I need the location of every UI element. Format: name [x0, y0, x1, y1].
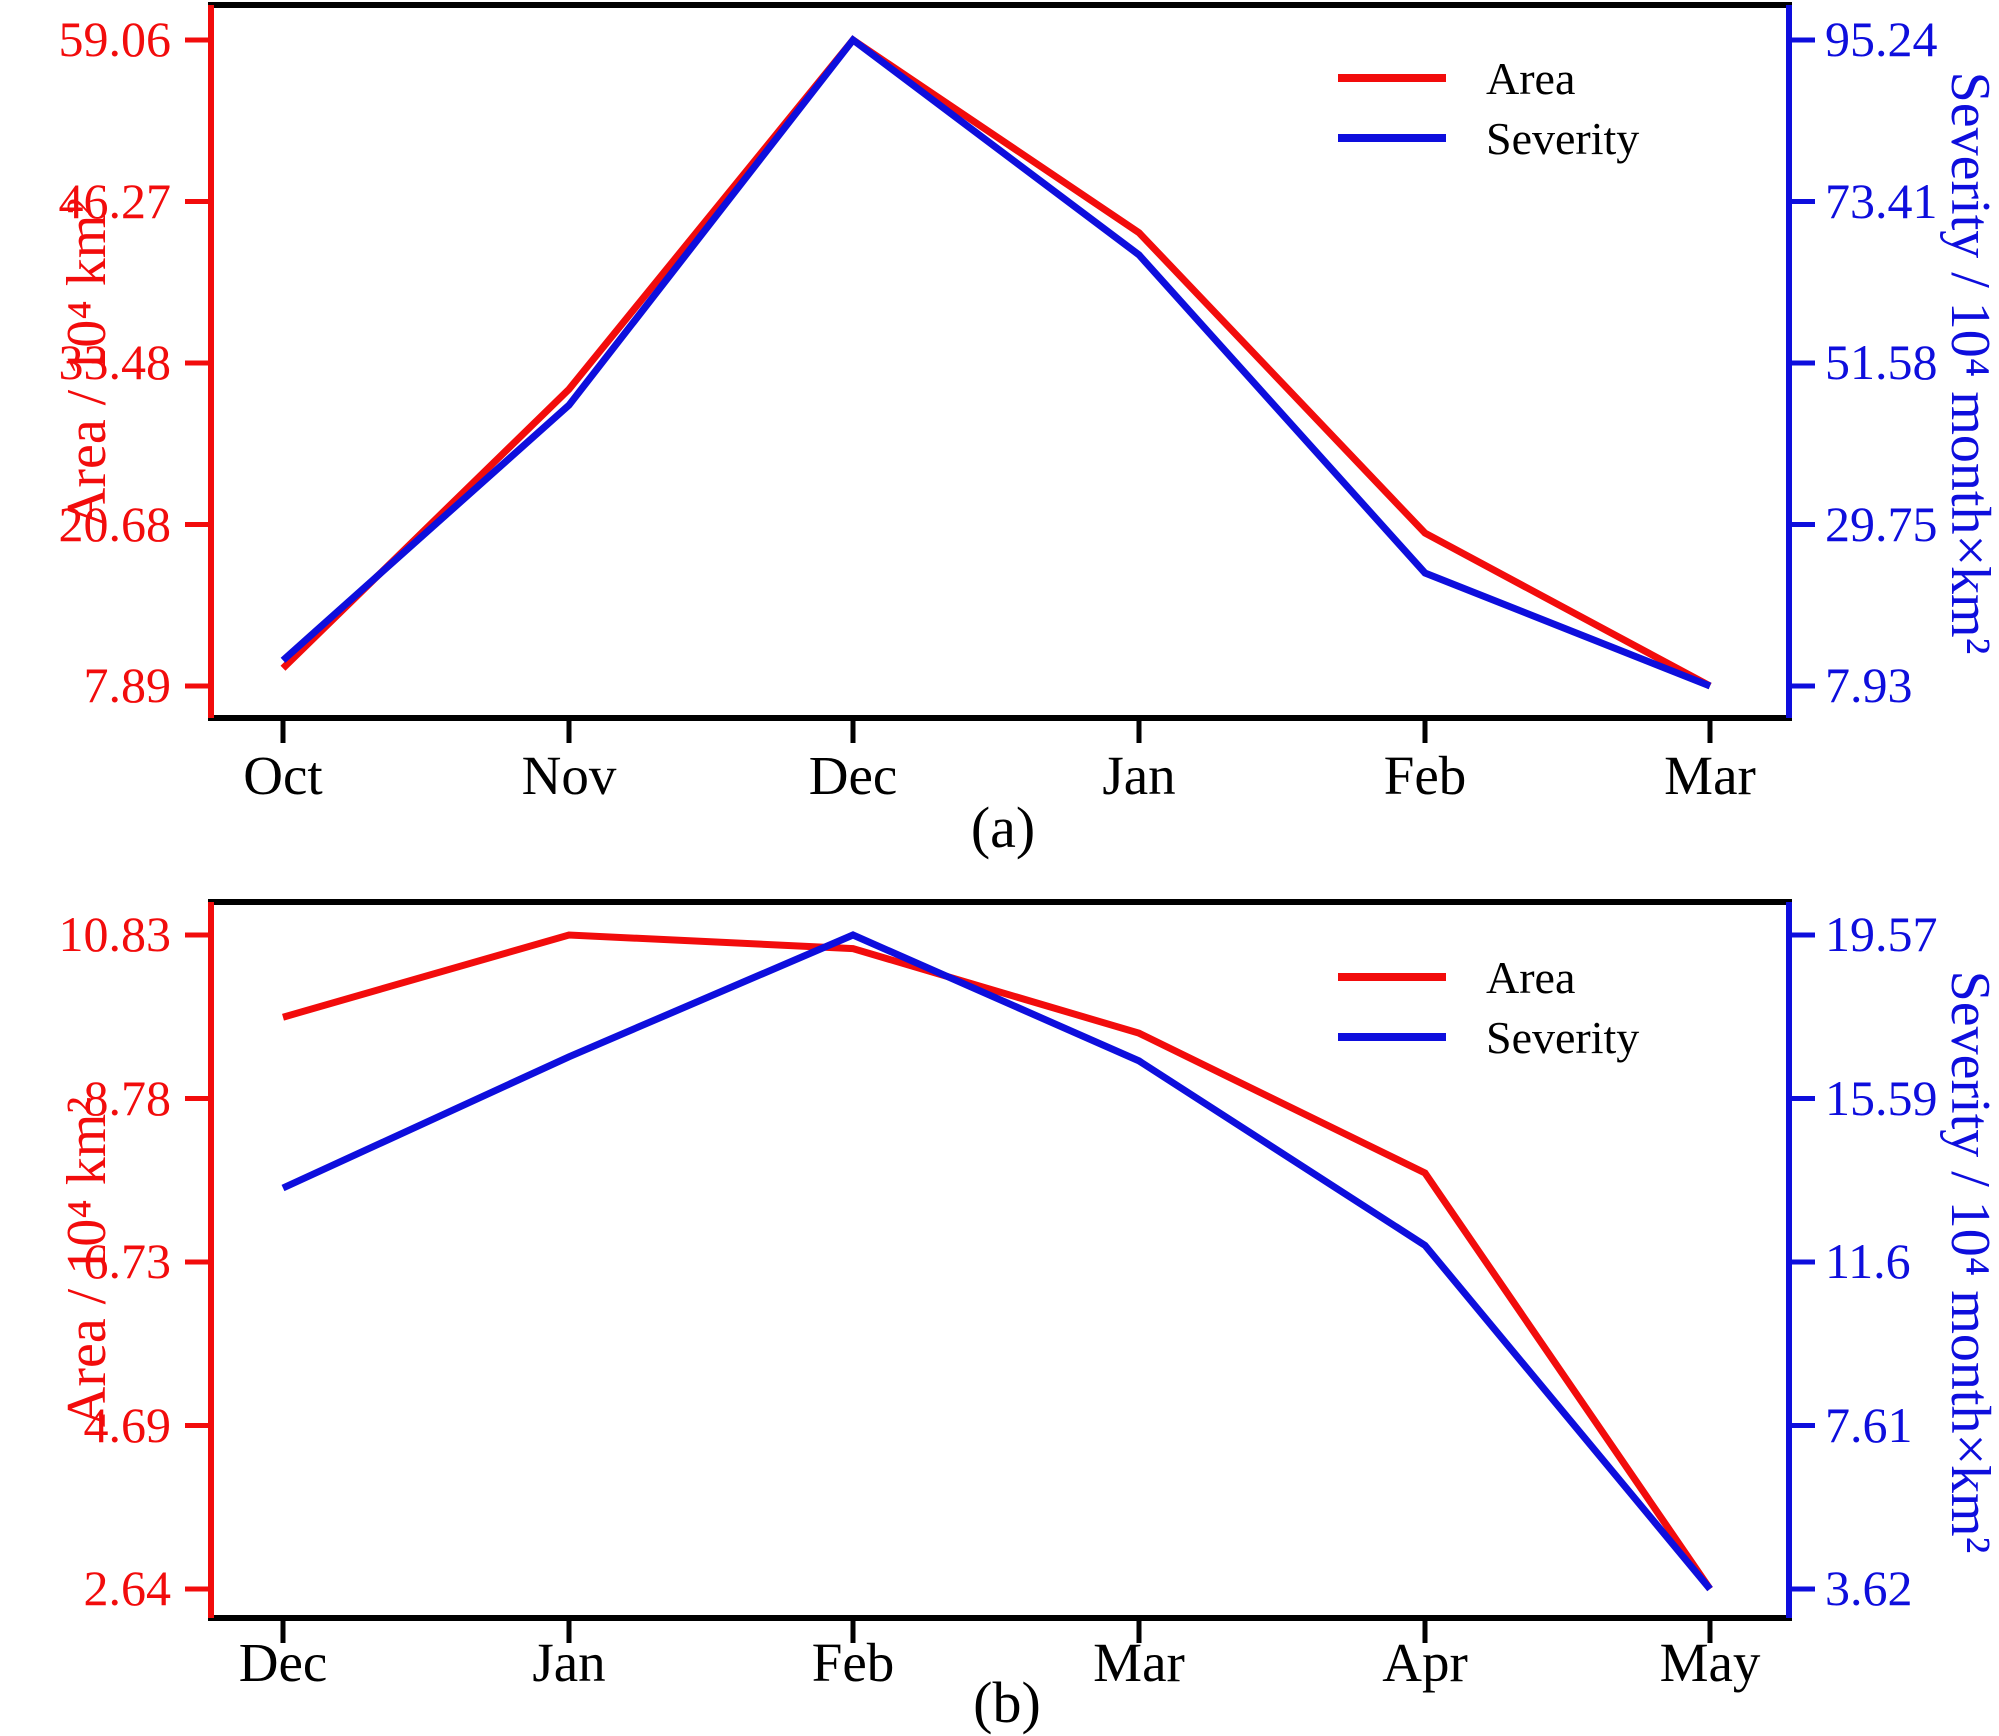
panel-a-area-line [280, 35, 1712, 690]
panel-a-severity-line [280, 35, 1712, 690]
panel-b-severity-line [281, 931, 1713, 1592]
panel-b-area-line [282, 931, 1713, 1591]
